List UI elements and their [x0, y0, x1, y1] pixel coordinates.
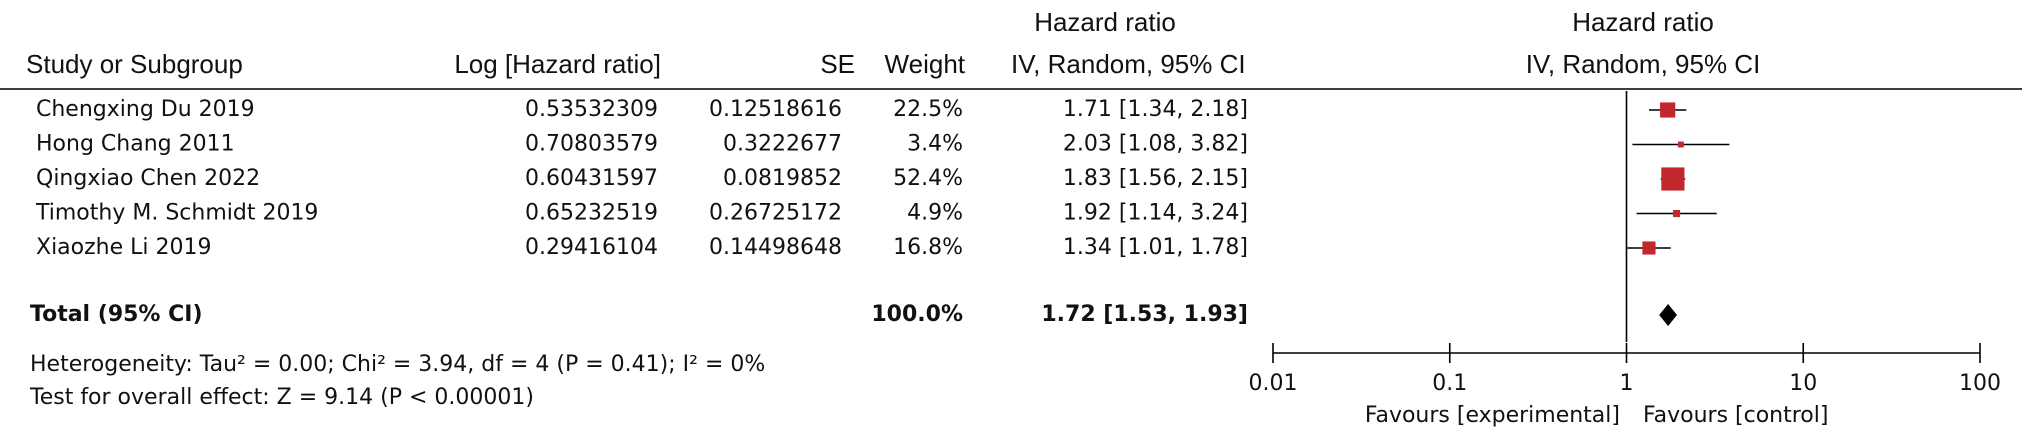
effect-ci: 1.34 [1.01, 1.78]	[1063, 235, 1248, 260]
se: 0.3222677	[723, 132, 842, 157]
effect-ci: 1.83 [1.56, 2.15]	[1063, 166, 1248, 191]
study-marker	[1677, 141, 1684, 148]
favours-left: Favours [experimental]	[1365, 403, 1620, 428]
study-marker	[1673, 209, 1681, 218]
study-header: Study or Subgroup	[26, 49, 243, 79]
study-marker	[1660, 102, 1676, 118]
weight: 4.9%	[907, 201, 963, 226]
effect-method: IV, Random, 95% CI	[1011, 49, 1246, 79]
heterogeneity: Heterogeneity: Tau² = 0.00; Chi² = 3.94,…	[30, 352, 765, 377]
effect-title: Hazard ratio	[1034, 7, 1176, 37]
weight: 16.8%	[893, 235, 963, 260]
study-marker	[1642, 241, 1656, 255]
log-hr: 0.70803579	[525, 132, 658, 157]
x-tick-label: 0.01	[1249, 371, 1298, 396]
x-tick-label: 1	[1620, 371, 1634, 396]
study-name: Qingxiao Chen 2022	[36, 166, 260, 191]
weight: 3.4%	[907, 132, 963, 157]
total-weight: 100.0%	[871, 302, 963, 327]
study-name: Timothy M. Schmidt 2019	[35, 201, 318, 226]
log-hr: 0.29416104	[525, 235, 658, 260]
weight: 52.4%	[893, 166, 963, 191]
study-name: Xiaozhe Li 2019	[36, 235, 212, 260]
log-hr-header: Log [Hazard ratio]	[454, 49, 661, 79]
total-name: Total (95% CI)	[30, 302, 203, 327]
overall-effect: Test for overall effect: Z = 9.14 (P < 0…	[29, 385, 534, 410]
total-diamond	[1659, 304, 1677, 326]
weight: 22.5%	[893, 97, 963, 122]
se: 0.0819852	[723, 166, 842, 191]
log-hr: 0.65232519	[525, 201, 658, 226]
effect-ci: 1.92 [1.14, 3.24]	[1063, 201, 1248, 226]
plot-title: Hazard ratio	[1572, 7, 1714, 37]
weight-header: Weight	[885, 49, 966, 79]
plot-method: IV, Random, 95% CI	[1526, 49, 1761, 79]
se: 0.14498648	[709, 235, 842, 260]
log-hr: 0.60431597	[525, 166, 658, 191]
total-ci: 1.72 [1.53, 1.93]	[1041, 302, 1248, 327]
favours-right: Favours [control]	[1643, 403, 1828, 428]
x-tick-label: 100	[1959, 371, 2001, 396]
se-header: SE	[820, 49, 855, 79]
x-tick-label: 0.1	[1432, 371, 1467, 396]
se: 0.26725172	[709, 201, 842, 226]
log-hr: 0.53532309	[525, 97, 658, 122]
effect-ci: 2.03 [1.08, 3.82]	[1063, 132, 1248, 157]
study-marker	[1661, 167, 1685, 191]
effect-ci: 1.71 [1.34, 2.18]	[1063, 97, 1248, 122]
study-name: Hong Chang 2011	[36, 132, 235, 157]
study-name: Chengxing Du 2019	[36, 97, 255, 122]
se: 0.12518616	[709, 97, 842, 122]
x-tick-label: 10	[1789, 371, 1817, 396]
